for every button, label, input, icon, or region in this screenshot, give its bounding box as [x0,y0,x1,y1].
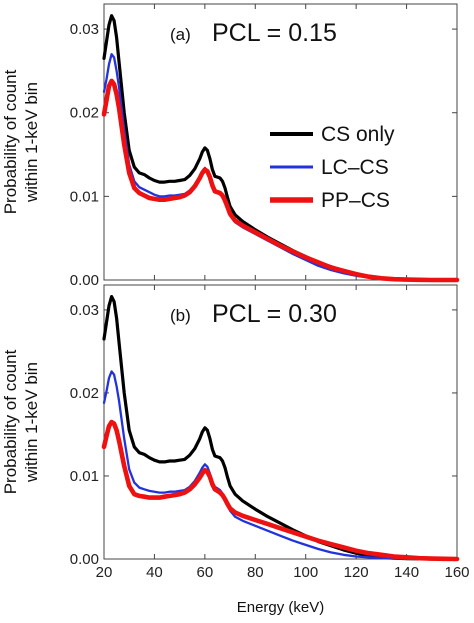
y-axis-label-line: Probability of count [1,69,20,214]
x-axis-label: Energy (keV) [237,599,325,616]
x-tick-label: 80 [247,564,264,581]
panel-tag: (b) [170,306,191,325]
panel-tag: (a) [170,25,191,44]
y-tick-label: 0.00 [70,272,99,289]
series-line-cs-only [102,295,459,561]
plot-frame [103,284,458,560]
y-axis-label: Probability of count within 1-keV bin [1,69,41,214]
y-axis-label-line: within 1-keV bin [22,362,41,483]
series-line-cs-only [102,14,459,282]
series-line-lc-cs [102,370,459,561]
legend: CS only LC–CS PP–CS [270,123,395,212]
y-tick-label: 0.01 [70,188,99,205]
x-tick-label: 60 [197,564,214,581]
y-axis-label: Probability of count within 1-keV bin [1,349,41,494]
panel-title: PCL = 0.15 [212,19,337,47]
y-axis-label-line: Probability of count [1,349,20,494]
x-tick-label: 100 [293,564,318,581]
x-tick-label: 160 [444,564,469,581]
y-tick-label: 0.02 [70,105,99,122]
series-line-pp-cs [101,419,460,562]
legend-label: PP–CS [321,189,390,212]
y-axis-label-line: within 1-keV bin [22,82,41,203]
panel-a: 0.00 0.01 0.02 0.03 Probability of count with… [1,3,460,289]
x-tick-label: 20 [96,564,113,581]
series-line-pp-cs [101,78,460,283]
y-tick-label: 0.01 [70,468,99,485]
y-tick-label: 0.03 [70,302,99,319]
y-tick-label: 0.00 [70,551,99,568]
x-tick-label: 140 [394,564,419,581]
y-tick-label: 0.03 [70,21,99,38]
x-tick-label: 40 [146,564,163,581]
x-tick-label: 120 [344,564,369,581]
plot-frame [103,3,458,281]
panel-b: 0.00 0.01 0.02 0.03 20 40 60 80 100 120 140 160 Prob… [1,284,470,616]
y-tick-label: 0.02 [70,385,99,402]
legend-label: CS only [321,123,395,146]
panel-title: PCL = 0.30 [212,300,337,328]
legend-label: LC–CS [321,156,389,179]
